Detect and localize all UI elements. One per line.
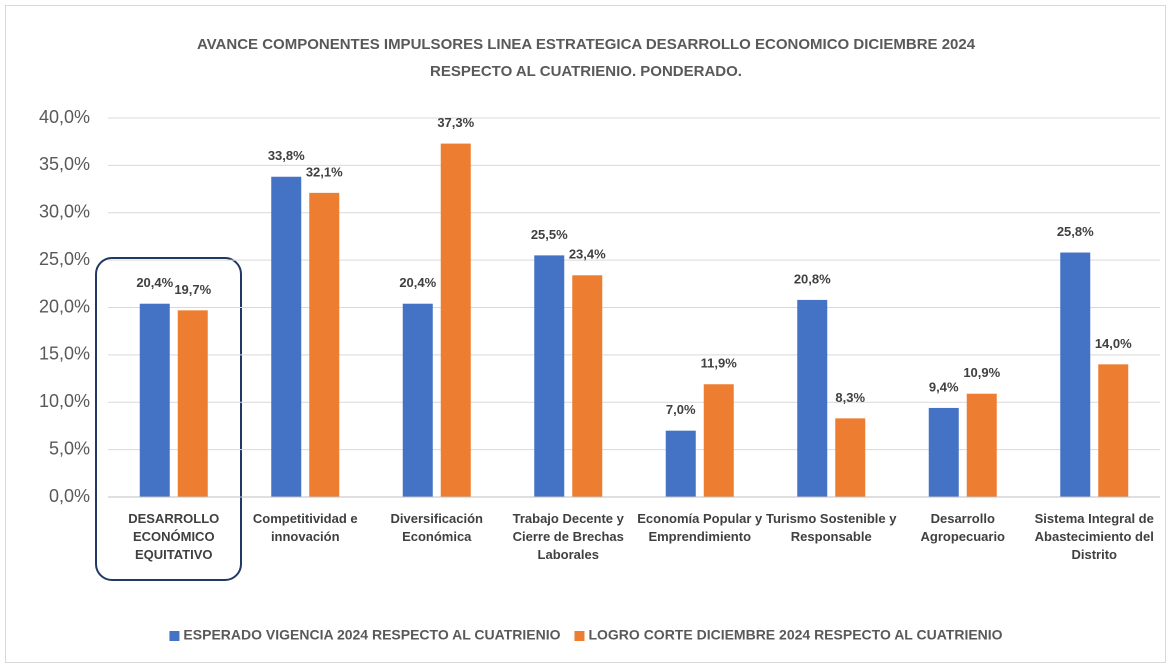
data-label: 23,4% [569,247,606,262]
chart-title: RESPECTO AL CUATRIENIO. PONDERADO. [430,63,742,80]
y-tick-label: 40,0% [39,107,90,127]
x-tick-label-box: Desarrollo Agropecuario [920,511,1005,545]
legend-label: LOGRO CORTE DICIEMBRE 2024 RESPECTO AL C… [588,627,1002,643]
x-tick-label: Economía Popular y Emprendimiento [637,511,763,545]
bar [928,407,959,497]
legend-swatch [169,631,180,641]
x-tick-label: Desarrollo Agropecuario [920,511,1005,545]
bar [1060,252,1091,497]
bar [1098,364,1129,497]
x-tick-label-box: Competitividad e innovación [252,511,358,545]
bar [139,303,170,497]
x-tick-label-box: Economía Popular y Emprendimiento [637,511,763,545]
bar [271,176,302,497]
data-label: 11,9% [701,356,738,371]
y-tick-label: 35,0% [39,154,90,174]
bar [309,192,340,498]
x-tick-label: Turismo Sostenible y Responsable [765,511,897,545]
x-tick-label: Sistema Integral de Abastecimiento del D… [1034,511,1154,563]
bar [966,393,997,497]
y-tick-label: 15,0% [39,344,90,364]
x-tick-label-box: Turismo Sostenible y Responsable [765,511,897,545]
legend-swatch [574,631,585,641]
data-label: 33,8% [268,148,305,163]
bar [177,310,208,497]
chart-title: AVANCE COMPONENTES IMPULSORES LINEA ESTR… [197,36,976,53]
bar [440,143,471,497]
x-tick-label-box: Diversificación Económica [390,511,484,545]
data-label: 20,4% [136,275,173,290]
data-label: 37,3% [437,115,474,130]
x-tick-label-box: Trabajo Decente y Cierre de Brechas Labo… [512,511,624,563]
data-label: 25,8% [1057,224,1094,239]
data-label: 8,3% [835,390,865,405]
y-tick-label: 10,0% [39,391,90,411]
data-label: 14,0% [1095,336,1132,351]
y-tick-label: 25,0% [39,249,90,269]
bar [703,384,734,497]
bar [797,299,828,497]
y-tick-label: 5,0% [49,438,90,458]
x-tick-label-box: Sistema Integral de Abastecimiento del D… [1034,511,1154,563]
y-tick-label: 20,0% [39,296,90,316]
data-label: 32,1% [306,164,343,179]
y-tick-label: 30,0% [39,202,90,222]
highlight-box [95,257,242,581]
y-tick-label: 0,0% [49,486,90,506]
legend-label: ESPERADO VIGENCIA 2024 RESPECTO AL CUATR… [183,627,560,643]
x-tick-label: Trabajo Decente y Cierre de Brechas Labo… [512,511,624,563]
bar [665,430,696,497]
data-label: 25,5% [531,227,568,242]
x-tick-label: DESARROLLO ECONÓMICO EQUITATIVO [128,511,220,563]
bar [534,255,565,497]
data-label: 7,0% [666,402,696,417]
x-tick-label: Competitividad e innovación [252,511,358,545]
bar [835,418,866,497]
data-label: 10,9% [963,365,1000,380]
data-label: 9,4% [929,379,959,394]
data-label: 20,4% [399,275,436,290]
x-tick-label-box: DESARROLLO ECONÓMICO EQUITATIVO [128,511,220,563]
data-label: 20,8% [794,271,831,286]
bar [402,303,433,497]
bar [572,275,603,497]
data-label: 19,7% [174,282,211,297]
x-tick-label: Diversificación Económica [390,511,484,545]
legend: ESPERADO VIGENCIA 2024 RESPECTO AL CUATR… [169,627,1003,643]
